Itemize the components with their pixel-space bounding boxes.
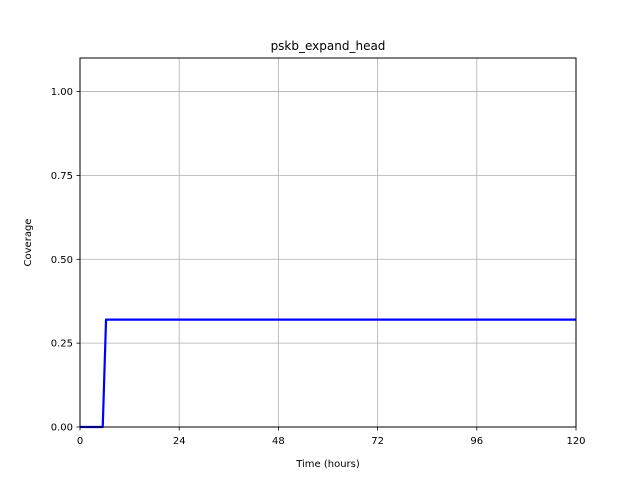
chart-title: pskb_expand_head [271,39,386,53]
y-tick-label: 0.50 [51,255,73,266]
x-tick-label: 48 [272,436,285,447]
y-axis-title: Coverage [23,219,34,267]
y-tick-label: 1.00 [51,87,73,98]
x-tick-label: 0 [77,436,83,447]
x-tick-label: 24 [173,436,186,447]
y-tick-label: 0.00 [51,423,73,434]
y-tick-label: 0.75 [51,171,73,182]
x-tick-label: 72 [371,436,384,447]
x-axis-title: Time (hours) [295,459,360,470]
ticks: 0 24 48 72 96 120 0.00 0.25 0.50 0.75 1.00 [51,87,586,447]
plot-frame [79,57,577,428]
x-tick-label: 96 [470,436,483,447]
y-tick-label: 0.25 [51,339,73,350]
x-tick-label: 120 [566,436,585,447]
